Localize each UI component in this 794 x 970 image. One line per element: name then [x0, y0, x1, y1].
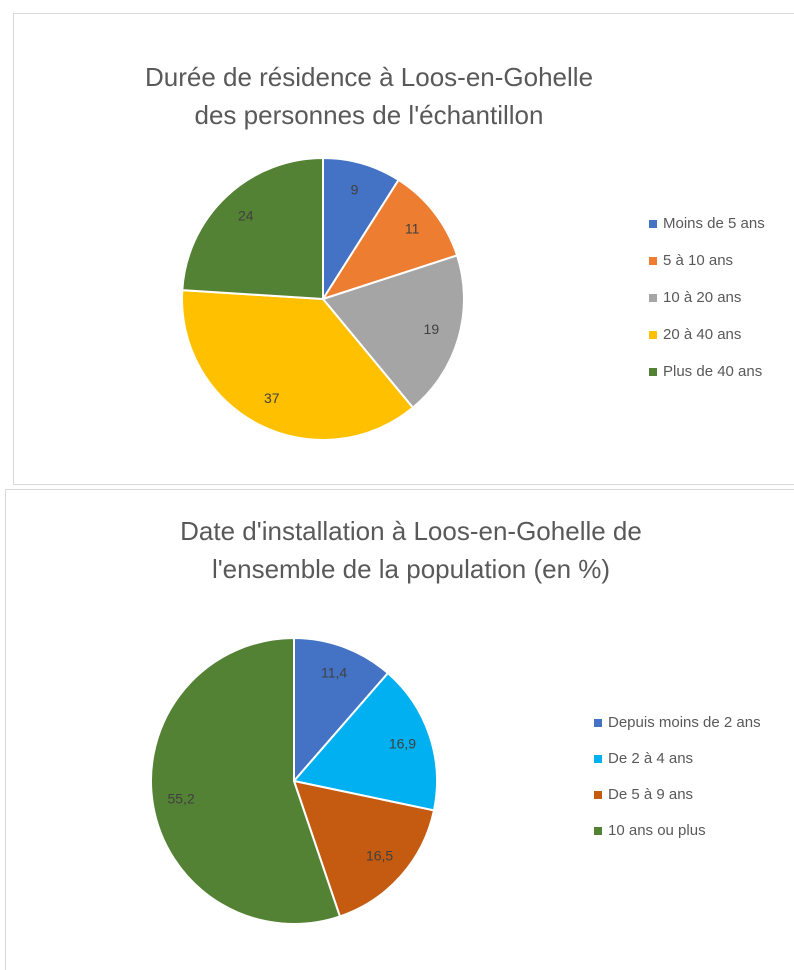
- pie-slice: [181, 156, 324, 301]
- pie-slice: [320, 178, 459, 301]
- data-label: 19: [424, 321, 440, 337]
- chart-area: Date d'installation à Loos-en-Gohelle de…: [5, 489, 794, 970]
- data-label: 16,5: [366, 848, 393, 864]
- legend-marker: [649, 220, 657, 228]
- legend-marker: [649, 368, 657, 376]
- chart: 9 11 19 37 24 Moins de 5 ans 5 à 10 ans 10 à 20…: [181, 156, 765, 441]
- legend-marker: [649, 331, 657, 339]
- legend-marker: [594, 791, 602, 799]
- legend-label: Plus de 40 ans: [663, 363, 762, 380]
- data-label: 37: [264, 390, 280, 406]
- chart-title: Date d'installation à Loos-en-Gohelle de…: [180, 516, 642, 584]
- data-label: 16,9: [389, 735, 416, 751]
- pie-slice: [292, 671, 438, 812]
- chart-title: Durée de résidence à Loos-en-Gohelle des…: [144, 62, 594, 130]
- data-label: 11: [405, 221, 420, 237]
- legend-label: De 5 à 9 ans: [608, 786, 693, 803]
- chart-area: Durée de résidence à Loos-en-Gohelle des…: [13, 13, 794, 485]
- pie-slice: [181, 289, 415, 441]
- pie-slice: [150, 636, 342, 925]
- chart: 11,4 16,9 16,5 55,2 Depuis moins de 2 ans De …: [150, 636, 761, 925]
- pie-slice: [322, 156, 400, 303]
- pie-slice: [321, 254, 465, 410]
- legend-marker: [594, 719, 602, 727]
- pie-slice: [293, 636, 390, 784]
- legend-marker: [594, 755, 602, 763]
- data-label: 24: [238, 207, 254, 223]
- legend-label: 10 à 20 ans: [663, 289, 741, 306]
- legend-label: 10 ans ou plus: [608, 822, 706, 839]
- data-label: 11,4: [321, 665, 347, 681]
- data-label: 9: [351, 181, 359, 197]
- legend-marker: [594, 827, 602, 835]
- legend-label: Moins de 5 ans: [663, 215, 765, 232]
- legend-marker: [649, 294, 657, 302]
- data-label: 55,2: [167, 790, 194, 806]
- legend-label: Depuis moins de 2 ans: [608, 714, 761, 731]
- legend-label: 20 à 40 ans: [663, 326, 741, 343]
- legend-label: De 2 à 4 ans: [608, 750, 693, 767]
- legend-label: 5 à 10 ans: [663, 252, 733, 269]
- legend-marker: [649, 257, 657, 265]
